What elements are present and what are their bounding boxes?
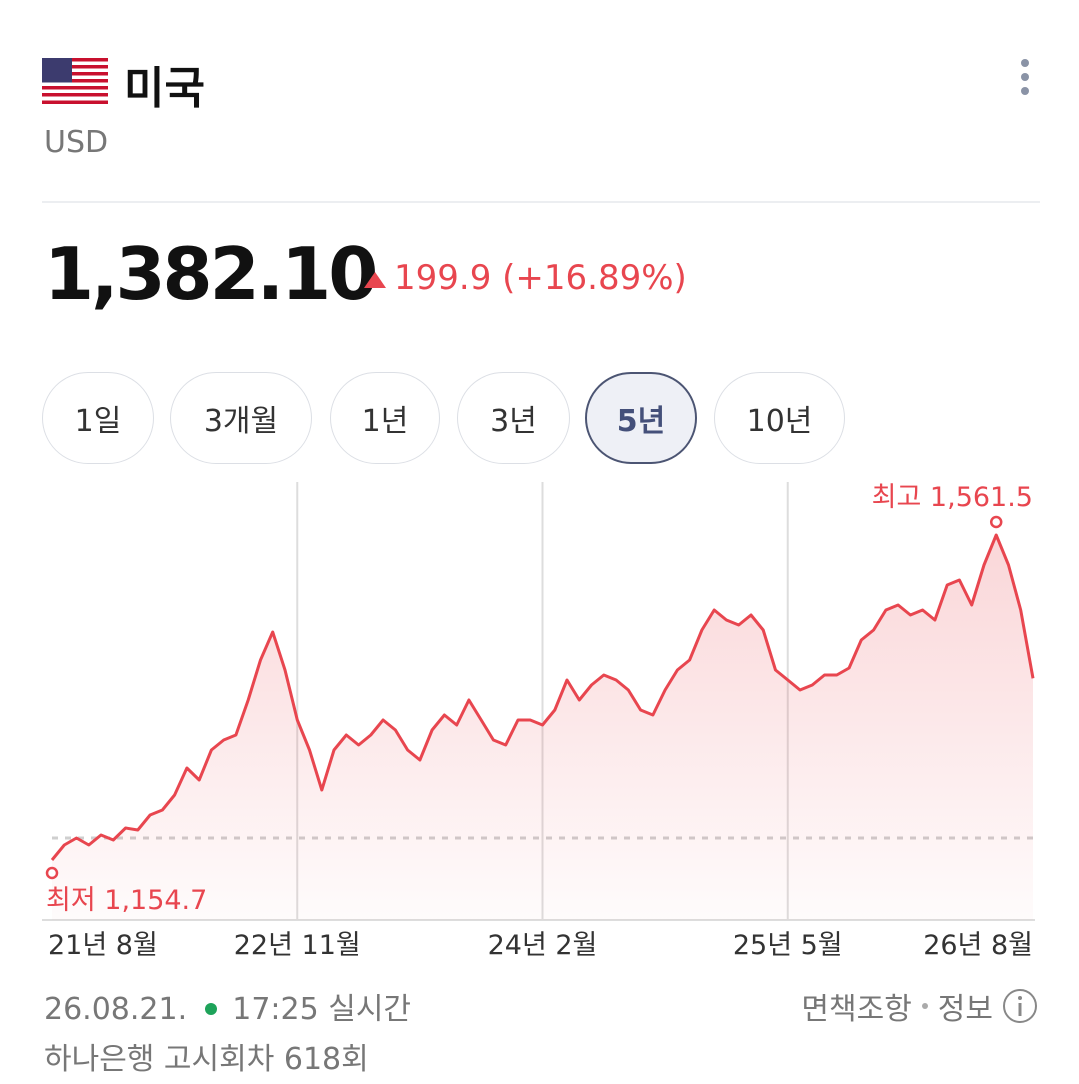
period-tab[interactable]: 5년 xyxy=(585,372,697,464)
disclaimer-link[interactable]: 면책조항 xyxy=(801,992,912,1027)
area-fill xyxy=(52,535,1033,920)
info-link[interactable]: 정보 xyxy=(937,992,993,1027)
period-tab[interactable]: 1년 xyxy=(330,372,440,464)
period-tab[interactable]: 3개월 xyxy=(170,372,312,464)
price-line xyxy=(50,533,1035,861)
period-tab[interactable]: 3년 xyxy=(457,372,570,464)
up-arrow xyxy=(364,272,386,288)
live-dot xyxy=(204,1002,217,1015)
divider xyxy=(42,201,1040,203)
flag-icon xyxy=(42,58,108,104)
period-tab[interactable]: 1일 xyxy=(42,372,154,464)
x-tick-label: 25년 5월 xyxy=(733,930,843,961)
price-change: 199.9 (+16.89%) xyxy=(394,258,687,298)
more-menu[interactable] xyxy=(1014,56,1036,98)
extreme-label: 최고 1,561.5 xyxy=(872,482,1033,513)
change-percent: (+16.89%) xyxy=(502,258,687,298)
x-tick-label: 26년 8월 xyxy=(923,930,1033,961)
extreme-label: 최저 1,154.7 xyxy=(46,885,207,916)
x-tick-label: 24년 2월 xyxy=(488,930,598,961)
country-name: 미국 xyxy=(124,63,205,114)
extreme-marker xyxy=(45,866,59,880)
notice-info: 하나은행 고시회차 618회 xyxy=(44,1042,369,1077)
extreme-marker xyxy=(989,515,1003,529)
update-date: 26.08.21. xyxy=(44,992,188,1027)
x-tick-label: 22년 11월 xyxy=(234,930,361,961)
change-amount: 199.9 xyxy=(394,258,492,298)
footer-links: 면책조항 정보 xyxy=(801,984,1039,1028)
x-tick-label: 21년 8월 xyxy=(48,930,158,961)
price-value: 1,382.10 xyxy=(44,232,378,316)
update-info: 26.08.21. 17:25 실시간 xyxy=(44,984,411,1028)
update-time: 17:25 실시간 xyxy=(232,992,412,1027)
currency-code: USD xyxy=(44,125,109,160)
period-tab[interactable]: 10년 xyxy=(714,372,845,464)
separator-dot xyxy=(921,1003,928,1009)
info-icon[interactable] xyxy=(1001,987,1039,1025)
